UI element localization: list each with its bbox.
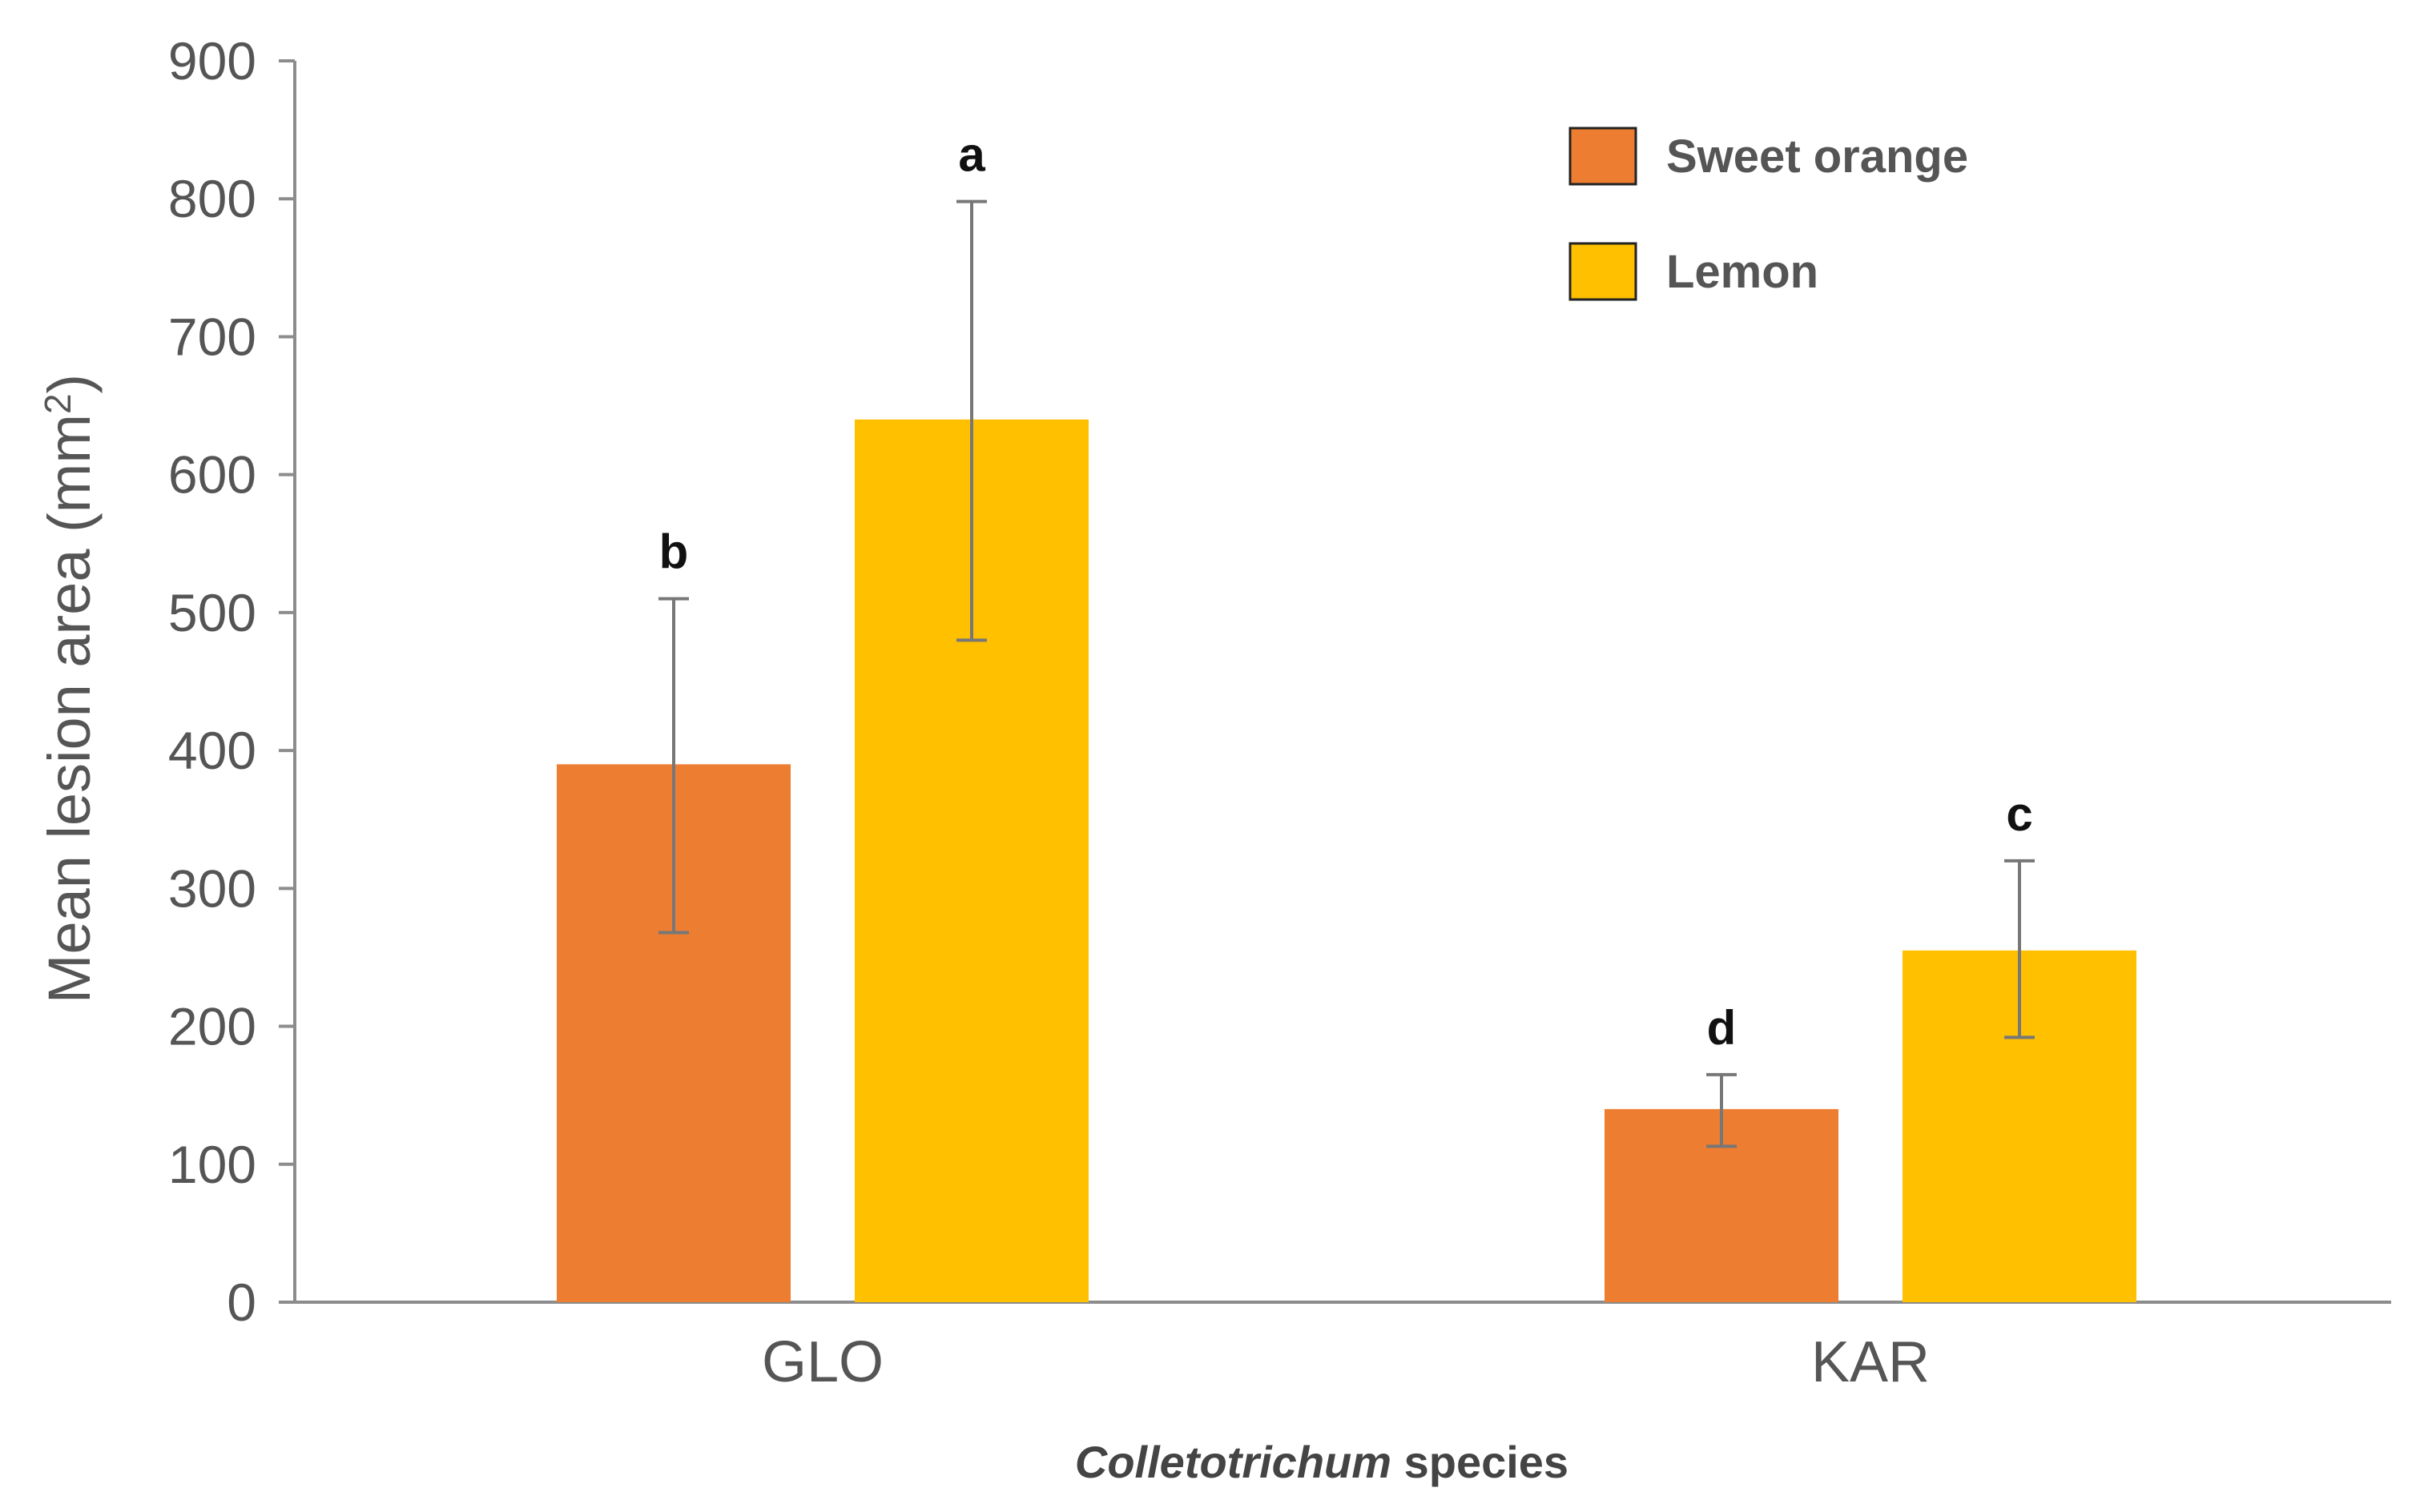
legend-label: Lemon [1666, 246, 1818, 298]
legend: Sweet orange Lemon [1568, 127, 1968, 301]
legend-label: Sweet orange [1666, 131, 1968, 183]
y-tick-label: 800 [168, 169, 256, 228]
x-tick-label: KAR [1811, 1330, 1930, 1394]
y-tick-label: 300 [168, 859, 256, 918]
y-tick-label: 700 [168, 307, 256, 366]
y-tick-label: 0 [227, 1273, 256, 1332]
y-tick-label: 400 [168, 721, 256, 780]
significance-label: c [2006, 787, 2032, 841]
x-tick-label: GLO [762, 1330, 884, 1394]
legend-swatch [1568, 242, 1637, 301]
axes: 0 100 200 300 400 500 600 700 800 900 GLO KAR [168, 31, 2391, 1394]
x-axis-title: Colletotrichum species [1075, 1437, 1568, 1487]
legend-swatch [1568, 127, 1637, 186]
significance-label: d [1707, 1001, 1737, 1055]
y-tick-label: 500 [168, 583, 256, 642]
y-tick-label: 900 [168, 31, 256, 90]
y-tick-label: 100 [168, 1135, 256, 1194]
significance-label: a [958, 128, 985, 182]
bars: b a d c [557, 128, 2136, 1302]
y-axis-title: Mean lesion area (mm2) [36, 374, 103, 1003]
significance-label: b [659, 525, 689, 579]
y-tick-label: 200 [168, 997, 256, 1056]
y-tick-label: 600 [168, 445, 256, 505]
